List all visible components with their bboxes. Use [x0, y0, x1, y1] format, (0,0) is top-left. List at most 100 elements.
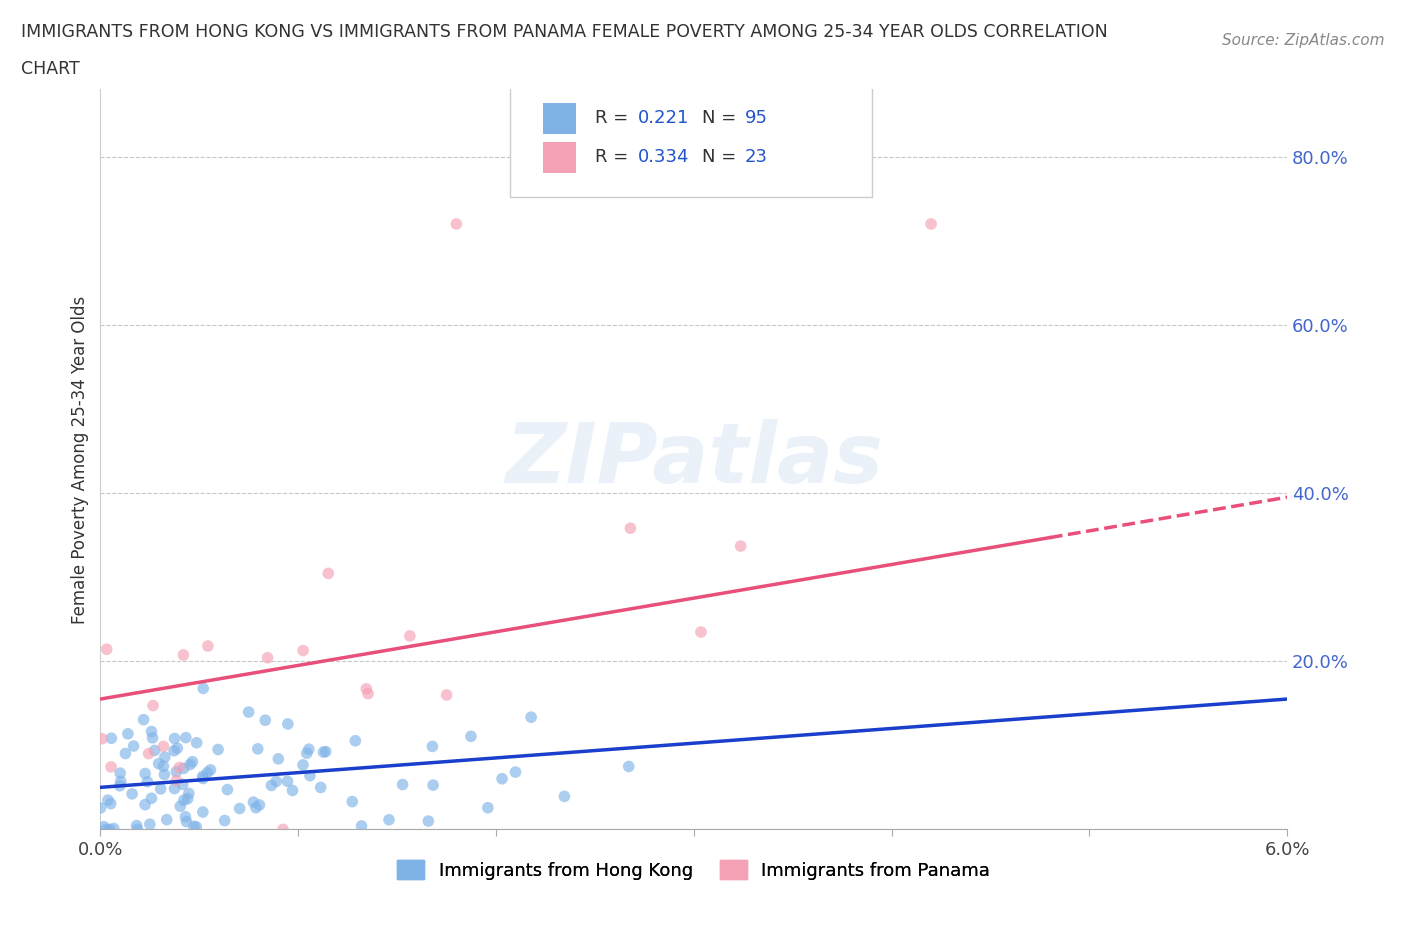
- Point: [730, 538, 752, 553]
- Point: [378, 812, 401, 827]
- Point: [125, 818, 148, 833]
- Text: R =: R =: [595, 149, 634, 166]
- Point: [267, 751, 290, 766]
- Text: 0.334: 0.334: [638, 149, 689, 166]
- Legend: Immigrants from Hong Kong, Immigrants from Panama: Immigrants from Hong Kong, Immigrants fr…: [389, 853, 997, 887]
- Point: [166, 741, 188, 756]
- Point: [260, 778, 283, 793]
- Point: [152, 739, 174, 754]
- Point: [191, 769, 214, 784]
- Point: [553, 789, 575, 804]
- Point: [93, 819, 115, 834]
- Point: [127, 822, 149, 837]
- Point: [399, 629, 422, 644]
- FancyBboxPatch shape: [543, 102, 576, 134]
- Point: [117, 726, 139, 741]
- Point: [100, 731, 122, 746]
- Point: [298, 768, 321, 783]
- Point: [108, 778, 131, 793]
- FancyBboxPatch shape: [510, 86, 872, 197]
- Point: [96, 642, 118, 657]
- Point: [238, 705, 260, 720]
- Point: [183, 819, 205, 834]
- Text: 95: 95: [745, 109, 768, 127]
- Point: [143, 743, 166, 758]
- Point: [108, 765, 131, 780]
- Text: N =: N =: [702, 109, 742, 127]
- Point: [491, 771, 513, 786]
- Point: [100, 760, 122, 775]
- Point: [132, 712, 155, 727]
- Point: [97, 792, 120, 807]
- Point: [256, 650, 278, 665]
- Point: [246, 741, 269, 756]
- Point: [193, 681, 215, 696]
- Point: [277, 716, 299, 731]
- Point: [165, 764, 187, 779]
- Point: [163, 781, 186, 796]
- Point: [179, 757, 201, 772]
- Y-axis label: Female Poverty Among 25-34 Year Olds: Female Poverty Among 25-34 Year Olds: [72, 295, 89, 623]
- Point: [174, 730, 197, 745]
- Point: [169, 760, 191, 775]
- Point: [114, 746, 136, 761]
- Point: [460, 729, 482, 744]
- Point: [163, 743, 186, 758]
- Point: [242, 795, 264, 810]
- Point: [690, 625, 713, 640]
- Point: [156, 812, 179, 827]
- Point: [357, 686, 380, 701]
- Point: [100, 796, 122, 811]
- Point: [505, 764, 527, 779]
- FancyBboxPatch shape: [543, 142, 576, 173]
- Point: [169, 799, 191, 814]
- Point: [141, 730, 163, 745]
- Point: [418, 814, 440, 829]
- Point: [292, 757, 315, 772]
- Point: [342, 794, 364, 809]
- Point: [176, 815, 198, 830]
- Point: [186, 819, 208, 834]
- Point: [90, 801, 112, 816]
- Point: [138, 746, 160, 761]
- Point: [142, 698, 165, 713]
- Point: [520, 710, 543, 724]
- Point: [271, 822, 294, 837]
- Point: [436, 687, 458, 702]
- Point: [103, 821, 125, 836]
- Point: [217, 782, 239, 797]
- Point: [152, 759, 174, 774]
- Point: [295, 746, 318, 761]
- Point: [214, 813, 236, 828]
- Point: [172, 777, 194, 791]
- Point: [276, 774, 298, 789]
- Point: [141, 790, 163, 805]
- Point: [312, 745, 335, 760]
- Point: [281, 783, 304, 798]
- Point: [245, 800, 267, 815]
- Point: [619, 521, 641, 536]
- Point: [153, 767, 176, 782]
- Point: [122, 738, 145, 753]
- Point: [197, 639, 219, 654]
- Point: [254, 712, 277, 727]
- Point: [350, 818, 373, 833]
- Point: [617, 759, 640, 774]
- Point: [315, 744, 337, 759]
- Point: [292, 644, 315, 658]
- Point: [173, 761, 195, 776]
- Text: 23: 23: [745, 149, 768, 166]
- Point: [228, 801, 250, 816]
- Point: [207, 742, 229, 757]
- Point: [174, 809, 197, 824]
- Point: [422, 739, 444, 754]
- Point: [191, 771, 214, 786]
- Point: [134, 766, 156, 781]
- Point: [197, 765, 219, 780]
- Point: [134, 797, 156, 812]
- Point: [264, 774, 287, 789]
- Text: 0.221: 0.221: [638, 109, 689, 127]
- Point: [200, 763, 222, 777]
- Point: [391, 777, 413, 792]
- Point: [247, 798, 270, 813]
